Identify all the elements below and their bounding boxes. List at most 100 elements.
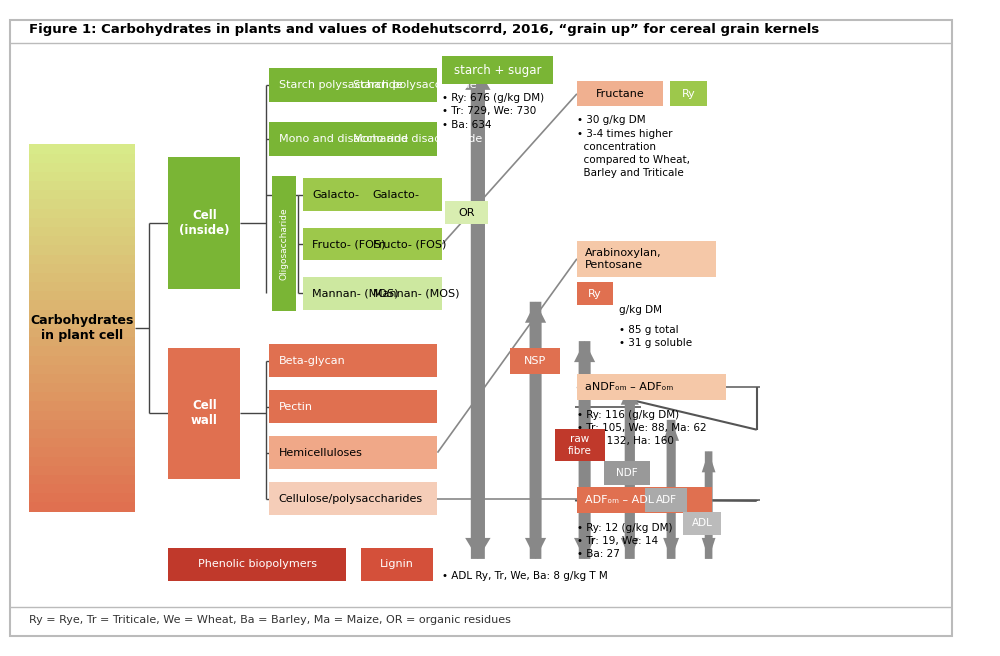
Bar xyxy=(577,282,613,305)
Bar xyxy=(29,190,135,199)
Text: ADFₒₘ – ADL: ADFₒₘ – ADL xyxy=(585,495,654,505)
Bar xyxy=(29,245,135,255)
Bar xyxy=(29,456,135,466)
Text: ADL: ADL xyxy=(691,518,712,529)
Bar xyxy=(604,461,650,485)
Text: Arabinoxylan,
Pentosane: Arabinoxylan, Pentosane xyxy=(585,247,661,270)
Bar xyxy=(29,364,135,374)
Bar xyxy=(269,122,437,156)
Text: Fructo- (FOS): Fructo- (FOS) xyxy=(312,239,386,249)
Bar xyxy=(269,390,437,423)
Text: Starch polysaccharide: Starch polysaccharide xyxy=(279,79,402,90)
Bar xyxy=(29,291,135,300)
Bar xyxy=(361,548,433,581)
Bar xyxy=(303,228,442,260)
Bar xyxy=(29,171,135,181)
Bar xyxy=(303,178,442,211)
Bar xyxy=(29,465,135,475)
Bar xyxy=(683,512,721,535)
Text: Lignin: Lignin xyxy=(380,559,414,569)
Bar xyxy=(29,217,135,227)
Bar xyxy=(29,263,135,273)
Polygon shape xyxy=(702,451,716,559)
Bar xyxy=(29,180,135,190)
Text: raw
fibre: raw fibre xyxy=(568,434,592,455)
Text: OR: OR xyxy=(459,208,475,218)
Polygon shape xyxy=(663,420,679,559)
Text: Starch polysaccharide: Starch polysaccharide xyxy=(353,79,477,90)
Bar xyxy=(29,272,135,282)
Bar xyxy=(29,419,135,429)
Polygon shape xyxy=(621,384,639,559)
Polygon shape xyxy=(525,302,546,559)
Bar xyxy=(29,474,135,484)
Bar xyxy=(29,153,135,163)
Text: Carbohydrates
in plant cell: Carbohydrates in plant cell xyxy=(30,314,133,342)
Text: Ry = Rye, Tr = Triticale, We = Wheat, Ba = Barley, Ma = Maize, OR = organic resi: Ry = Rye, Tr = Triticale, We = Wheat, Ba… xyxy=(29,615,511,625)
Polygon shape xyxy=(574,341,595,559)
Bar xyxy=(577,374,726,400)
Text: Mannan- (MOS): Mannan- (MOS) xyxy=(312,288,399,298)
Bar xyxy=(29,309,135,319)
Bar xyxy=(29,208,135,218)
Bar xyxy=(442,56,553,84)
Bar xyxy=(303,277,442,310)
Bar xyxy=(445,201,488,224)
Text: • Ry: 676 (g/kg DM)
• Tr: 729, We: 730
• Ba: 634: • Ry: 676 (g/kg DM) • Tr: 729, We: 730 •… xyxy=(442,93,544,129)
Bar xyxy=(29,327,135,337)
Text: Oligosaccharide: Oligosaccharide xyxy=(280,207,289,280)
Text: Phenolic biopolymers: Phenolic biopolymers xyxy=(198,559,317,569)
Bar xyxy=(577,487,712,513)
Text: Cell
wall: Cell wall xyxy=(191,400,218,427)
Bar xyxy=(29,438,135,447)
Text: ADF: ADF xyxy=(656,495,677,505)
Text: Mono and disaccharide: Mono and disaccharide xyxy=(353,134,483,144)
Bar xyxy=(29,144,135,154)
Bar xyxy=(272,176,296,311)
Bar xyxy=(29,382,135,392)
Text: Mono and disaccharide: Mono and disaccharide xyxy=(279,134,408,144)
Text: Beta-glycan: Beta-glycan xyxy=(279,356,346,366)
Bar xyxy=(29,300,135,310)
Bar xyxy=(29,373,135,383)
Text: starch + sugar: starch + sugar xyxy=(454,64,541,77)
Bar xyxy=(168,548,346,581)
Bar xyxy=(510,348,560,374)
Bar xyxy=(269,68,437,102)
Bar xyxy=(29,199,135,209)
FancyBboxPatch shape xyxy=(10,20,952,636)
Bar xyxy=(269,122,437,156)
Bar xyxy=(269,482,437,515)
Polygon shape xyxy=(621,384,639,559)
Bar xyxy=(29,162,135,172)
Bar xyxy=(670,81,707,106)
Bar xyxy=(29,337,135,346)
Bar xyxy=(29,355,135,365)
Text: Ry: Ry xyxy=(588,289,602,298)
Bar xyxy=(269,344,437,377)
Polygon shape xyxy=(702,451,716,559)
Polygon shape xyxy=(663,420,679,559)
Polygon shape xyxy=(465,69,491,559)
Text: Cellulose/polysaccharides: Cellulose/polysaccharides xyxy=(279,493,423,504)
Bar xyxy=(555,429,605,461)
Text: • Ry: 12 (g/kg DM)
• Tr: 19, We: 14
• Ba: 27: • Ry: 12 (g/kg DM) • Tr: 19, We: 14 • Ba… xyxy=(577,523,672,559)
Text: Galacto-: Galacto- xyxy=(373,190,420,200)
Bar xyxy=(168,348,240,479)
Polygon shape xyxy=(574,341,595,559)
Bar xyxy=(168,157,240,289)
Bar xyxy=(303,228,442,260)
Text: g/kg DM: g/kg DM xyxy=(619,305,662,315)
Bar xyxy=(29,392,135,401)
Bar xyxy=(29,483,135,493)
Polygon shape xyxy=(525,302,546,559)
Bar xyxy=(303,277,442,310)
Text: Pectin: Pectin xyxy=(279,401,313,412)
Bar xyxy=(29,401,135,411)
Text: • 85 g total
• 31 g soluble: • 85 g total • 31 g soluble xyxy=(619,325,692,348)
Text: Figure 1: Carbohydrates in plants and values of Rodehutscorrd, 2016, “grain up” : Figure 1: Carbohydrates in plants and va… xyxy=(29,23,819,36)
Text: • Ry: 116 (g/kg DM)
• Tr: 105, We: 88, Ma: 62
• Ba: 132, Ha: 160: • Ry: 116 (g/kg DM) • Tr: 105, We: 88, M… xyxy=(577,410,707,446)
Text: Fructo- (FOS): Fructo- (FOS) xyxy=(373,239,446,249)
Polygon shape xyxy=(465,69,491,559)
Text: Hemicelluloses: Hemicelluloses xyxy=(279,447,363,458)
